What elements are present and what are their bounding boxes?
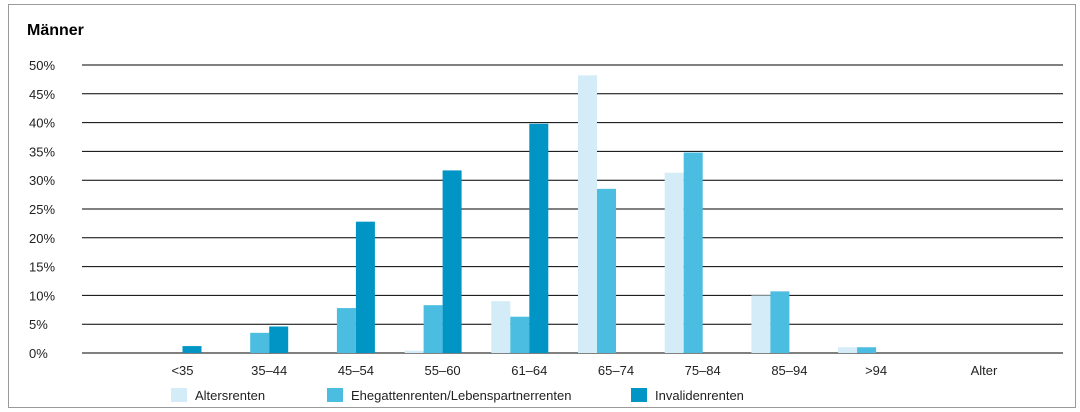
bar — [404, 350, 424, 353]
legend-label: Invalidenrenten — [655, 388, 744, 403]
y-tick-label: 0% — [29, 346, 48, 361]
bar — [751, 295, 771, 353]
bar — [336, 308, 356, 353]
bar — [269, 326, 289, 353]
legend-swatch — [171, 388, 187, 402]
legend-label: Ehegattenrenten/Lebenspartnerrenten — [351, 388, 571, 403]
bar — [442, 170, 462, 353]
bar — [857, 347, 877, 353]
legend-swatch — [631, 388, 647, 402]
y-axis-labels: 0% 5% 10% 15% 20% 25% 30% 35% 40% 45% 50% — [29, 58, 55, 361]
y-tick-label: 45% — [29, 87, 55, 102]
x-tick-label: 75–84 — [685, 363, 721, 378]
bar — [355, 221, 375, 353]
x-tick-label: 65–74 — [598, 363, 634, 378]
x-tick-label: >94 — [865, 363, 887, 378]
y-tick-label: 50% — [29, 58, 55, 73]
legend: Altersrenten Ehegattenrenten/Lebenspartne… — [171, 388, 744, 403]
x-tick-label: 45–54 — [338, 363, 374, 378]
y-tick-label: 10% — [29, 288, 55, 303]
y-tick-label: 35% — [29, 144, 55, 159]
x-axis-label: Alter — [971, 363, 998, 378]
y-tick-label: 5% — [29, 317, 48, 332]
bar — [491, 301, 511, 353]
legend-swatch — [327, 388, 343, 402]
bar — [250, 332, 270, 353]
bars — [182, 75, 877, 354]
x-tick-label: 35–44 — [251, 363, 287, 378]
bar — [423, 305, 443, 353]
bar — [597, 188, 616, 353]
chart-frame: Männer 0% 5% 10% 15% 20% 25% 30% 35% 40% 45% 50% <… — [8, 4, 1076, 408]
y-tick-label: 20% — [29, 231, 55, 246]
bar — [182, 346, 202, 353]
bar — [683, 152, 703, 353]
x-tick-label: <35 — [171, 363, 193, 378]
y-tick-label: 30% — [29, 173, 55, 188]
bar — [664, 172, 684, 353]
bar — [838, 347, 858, 353]
y-tick-label: 25% — [29, 202, 55, 217]
x-tick-label: 55–60 — [425, 363, 461, 378]
bar — [578, 75, 597, 354]
bar — [770, 291, 790, 353]
bar — [510, 316, 530, 353]
x-tick-label: 61–64 — [511, 363, 547, 378]
legend-label: Altersrenten — [195, 388, 265, 403]
y-tick-label: 15% — [29, 260, 55, 275]
x-tick-label: 85–94 — [771, 363, 807, 378]
x-axis-labels: <35 35–44 45–54 55–60 61–64 65–74 75–84 85–94 >9… — [171, 363, 887, 378]
bar-chart: Männer 0% 5% 10% 15% 20% 25% 30% 35% 40% 45% 50% <… — [27, 22, 1063, 403]
chart-title: Männer — [27, 22, 84, 39]
bar — [529, 123, 549, 353]
y-tick-label: 40% — [29, 116, 55, 131]
grid-lines — [82, 64, 1063, 354]
